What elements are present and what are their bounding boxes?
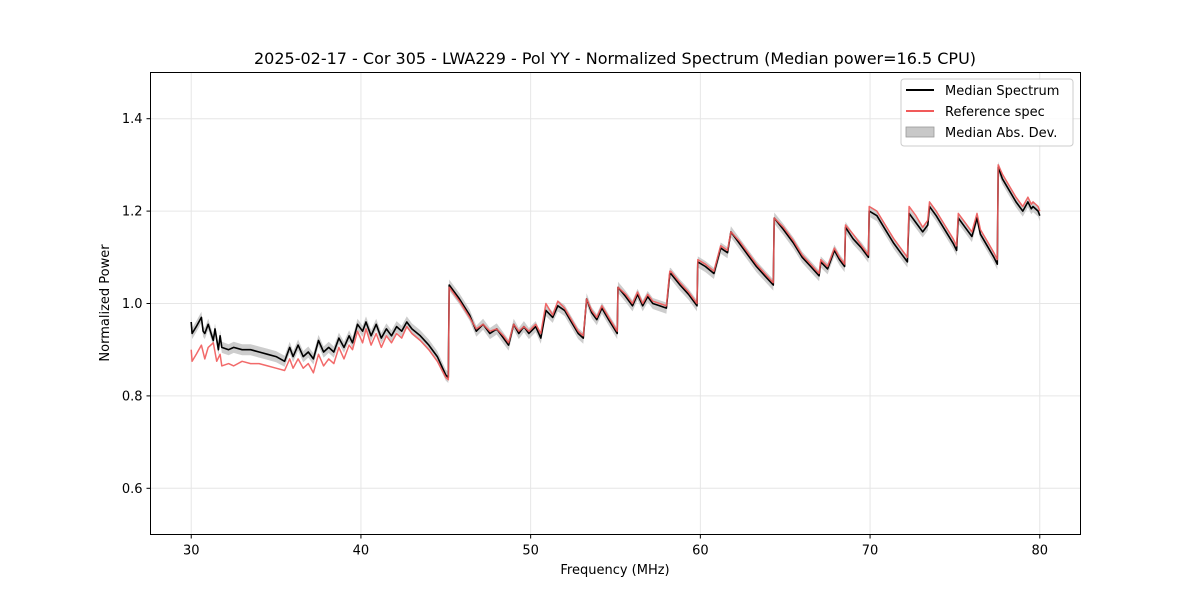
y-axis-label: Normalized Power xyxy=(98,244,113,362)
x-tick-label: 80 xyxy=(1031,544,1048,559)
y-axis-ticks: 0.6 0.8 1.0 1.2 1.4 xyxy=(122,112,151,497)
legend-mad-patch-swatch xyxy=(905,126,935,138)
reference-spec-line xyxy=(190,164,1041,381)
legend-median-label: Median Spectrum xyxy=(945,84,1059,99)
y-tick-label: 0.8 xyxy=(122,389,143,404)
median-spectrum-line xyxy=(190,166,1041,379)
y-tick-label: 1.4 xyxy=(122,112,143,127)
x-tick-label: 40 xyxy=(353,544,370,559)
y-tick-label: 0.6 xyxy=(122,482,143,497)
y-tick-label: 1.2 xyxy=(122,205,143,220)
y-tick-label: 1.0 xyxy=(122,297,143,312)
x-axis-label: Frequency (MHz) xyxy=(560,563,669,578)
legend-mad-label: Median Abs. Dev. xyxy=(945,126,1057,141)
x-tick-label: 30 xyxy=(183,544,200,559)
x-tick-label: 70 xyxy=(862,544,879,559)
legend: Median Spectrum Reference spec Median Ab… xyxy=(900,78,1074,147)
chart-title: 2025-02-17 - Cor 305 - LWA229 - Pol YY -… xyxy=(254,49,976,68)
series-lines xyxy=(190,164,1041,381)
legend-reference-label: Reference spec xyxy=(945,105,1045,120)
x-tick-label: 60 xyxy=(692,544,709,559)
x-tick-label: 50 xyxy=(522,544,539,559)
x-axis-ticks: 30 40 50 60 70 80 xyxy=(183,534,1048,559)
legend-box xyxy=(900,78,1074,147)
